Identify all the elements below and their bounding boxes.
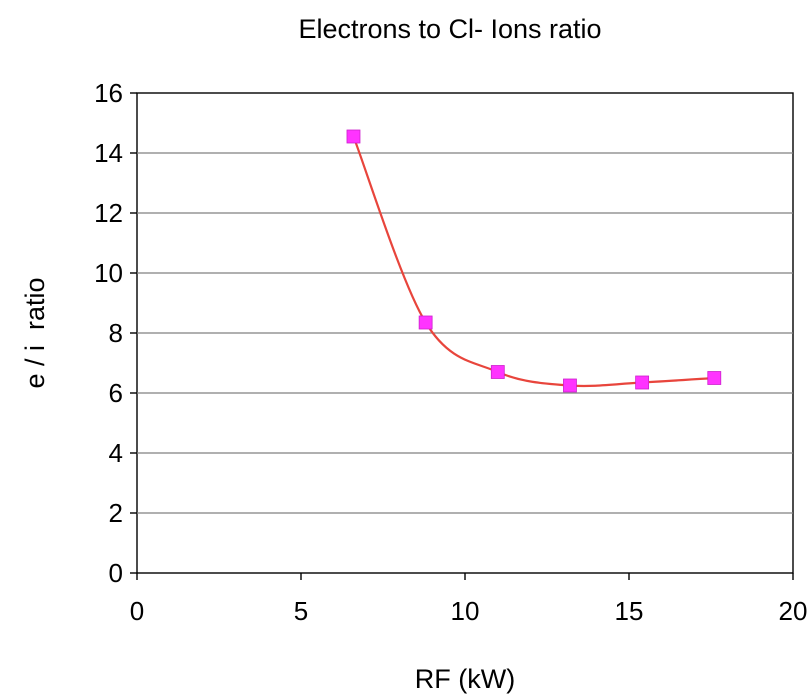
x-axis-label: RF (kW) — [415, 664, 515, 694]
y-tick-label: 12 — [94, 198, 123, 228]
x-tick-label: 0 — [130, 596, 144, 626]
y-tick-label: 14 — [94, 138, 123, 168]
data-point — [563, 378, 577, 393]
grid — [137, 152, 793, 514]
y-tick-label: 10 — [94, 258, 123, 288]
data-point — [346, 129, 361, 144]
data-point — [635, 375, 650, 390]
data-point — [418, 315, 433, 330]
y-tick-label: 6 — [109, 378, 123, 408]
data-point — [490, 365, 505, 379]
series-group — [346, 129, 722, 393]
chart-title: Electrons to Cl- Ions ratio — [298, 14, 601, 44]
y-tick-label: 8 — [109, 318, 123, 348]
y-tick-label: 4 — [109, 438, 123, 468]
axis-ticks — [130, 92, 794, 580]
tick-labels: 0 2 4 6 8 10 12 14 16 0 5 10 15 20 — [94, 78, 807, 626]
data-point — [707, 371, 722, 385]
y-tick-label: 2 — [109, 498, 123, 528]
y-axis-label: e / i ratio — [20, 277, 50, 388]
x-tick-label: 5 — [294, 596, 308, 626]
x-tick-label: 15 — [615, 596, 644, 626]
x-tick-label: 20 — [779, 596, 808, 626]
x-tick-label: 10 — [451, 596, 480, 626]
y-tick-label: 0 — [109, 558, 123, 588]
y-tick-label: 16 — [94, 78, 123, 108]
